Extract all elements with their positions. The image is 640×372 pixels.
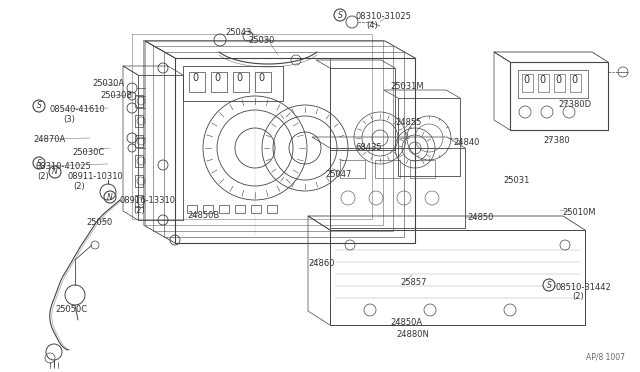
Bar (340, 160, 365, 178)
Text: 24860: 24860 (308, 259, 335, 268)
Text: 0: 0 (523, 75, 529, 85)
Text: 24850A: 24850A (390, 318, 422, 327)
Bar (189, 72, 205, 92)
Text: 24850B: 24850B (187, 211, 220, 220)
Text: AP/8 1007: AP/8 1007 (586, 353, 625, 362)
Text: 25050: 25050 (86, 218, 112, 227)
Text: 0: 0 (214, 73, 220, 83)
Text: (2): (2) (572, 292, 584, 301)
Bar (203, 205, 213, 213)
Bar (267, 205, 277, 213)
Text: 24850: 24850 (467, 213, 493, 222)
Bar (522, 74, 533, 92)
Text: N: N (52, 167, 58, 176)
Text: 08540-41610: 08540-41610 (50, 105, 106, 114)
Text: 25030A: 25030A (92, 79, 124, 88)
Text: 0: 0 (258, 73, 264, 83)
Bar (135, 175, 143, 187)
Text: 24880N: 24880N (396, 330, 429, 339)
Text: 25030C: 25030C (72, 148, 104, 157)
Text: (2): (2) (133, 206, 145, 215)
Bar (135, 135, 143, 147)
Text: (2): (2) (73, 182, 84, 191)
Text: 08310-41025: 08310-41025 (35, 162, 91, 171)
Text: 0: 0 (192, 73, 198, 83)
Bar (251, 205, 261, 213)
Bar (187, 205, 197, 213)
Text: 25047: 25047 (325, 170, 351, 179)
Bar (211, 72, 227, 92)
Bar (219, 205, 229, 213)
Text: 0: 0 (555, 75, 561, 85)
Text: 24870A: 24870A (33, 135, 65, 144)
Text: 08310-31025: 08310-31025 (355, 12, 411, 21)
Text: 08510-31442: 08510-31442 (556, 283, 612, 292)
Text: 27380: 27380 (543, 136, 570, 145)
Text: 27380D: 27380D (558, 100, 591, 109)
Text: 25043: 25043 (225, 28, 252, 37)
Bar (135, 95, 143, 107)
Bar (135, 195, 143, 207)
Text: 25030: 25030 (248, 36, 275, 45)
Bar (233, 72, 249, 92)
Bar (538, 74, 549, 92)
Text: N: N (107, 192, 113, 202)
Text: 0: 0 (539, 75, 545, 85)
Text: 08916-13310: 08916-13310 (120, 196, 176, 205)
Text: (2): (2) (37, 172, 49, 181)
Text: S: S (36, 102, 42, 110)
Bar (135, 115, 143, 127)
Text: S: S (337, 10, 342, 19)
Text: 0: 0 (571, 75, 577, 85)
Text: 25050C: 25050C (55, 305, 87, 314)
Text: 24855: 24855 (395, 118, 421, 127)
Text: 68435: 68435 (355, 143, 381, 152)
Bar (518, 70, 588, 98)
Text: 0: 0 (236, 73, 242, 83)
Text: 24840: 24840 (453, 138, 479, 147)
Text: 25030B: 25030B (100, 91, 132, 100)
Bar (570, 74, 581, 92)
Bar (183, 66, 283, 101)
Bar (135, 155, 143, 167)
Bar (255, 72, 271, 92)
Text: 25031: 25031 (503, 176, 529, 185)
Bar (554, 74, 565, 92)
Bar (235, 205, 245, 213)
Text: (4): (4) (366, 21, 378, 30)
Text: 25010M: 25010M (562, 208, 595, 217)
Text: 08911-10310: 08911-10310 (68, 172, 124, 181)
Text: S: S (36, 158, 42, 167)
Text: S: S (547, 280, 552, 289)
Bar (410, 160, 435, 178)
Text: 25857: 25857 (400, 278, 426, 287)
Bar (375, 160, 400, 178)
Text: (3): (3) (63, 115, 75, 124)
Text: 25031M: 25031M (390, 82, 424, 91)
